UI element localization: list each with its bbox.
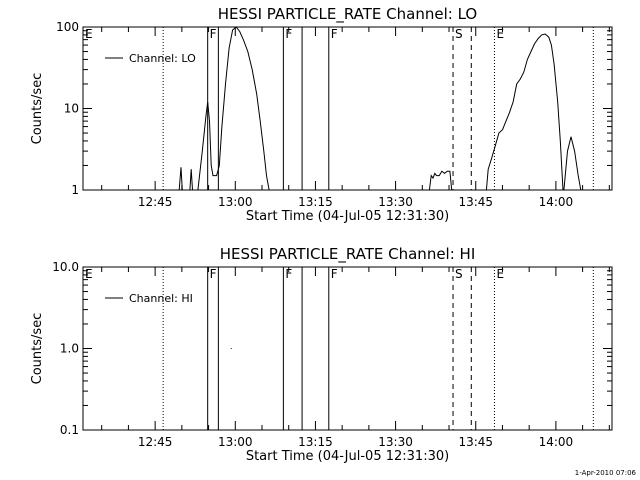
x-axis-label: Start Time (04-Jul-05 12:31:30) [246,209,449,224]
x-tick-label: 13:30 [378,435,413,449]
marker-label: F [210,267,217,281]
plot-timestamp: 1-Apr-2010 07:06 [575,469,637,477]
chart-title: HESSI PARTICLE_RATE Channel: LO [218,5,477,24]
marker-label: F [210,27,217,41]
x-tick-label: 14:00 [539,435,574,449]
x-tick-label: 13:30 [378,195,413,209]
marker-label: S [455,27,463,41]
x-tick-label: 13:15 [298,195,333,209]
x-tick-label: 14:00 [539,195,574,209]
y-tick-label: 1.0 [60,342,79,356]
x-tick-label: 13:45 [458,435,493,449]
x-tick-label: 12:45 [138,195,173,209]
x-tick-label: 12:45 [138,435,173,449]
y-tick-label: 10 [64,102,79,116]
marker-label: E [496,27,504,41]
marker-label: F [285,27,292,41]
chart-panel-1: HESSI PARTICLE_RATE Channel: LO 1 10 100 12:… [30,5,613,224]
y-tick-label: 10.0 [52,260,79,274]
y-axis-label: Counts/sec [30,313,45,385]
marker-label: E [85,27,93,41]
y-axis-label: Counts/sec [30,73,45,145]
y-tick-label: 1 [71,183,79,197]
x-tick-label: 13:00 [218,195,253,209]
marker-label: F [285,267,292,281]
marker-label: F [331,267,338,281]
marker-label: F [331,27,338,41]
y-tick-label: 100 [56,20,79,34]
marker-label: E [85,267,93,281]
series-line [178,26,582,191]
x-axis-label: Start Time (04-Jul-05 12:31:30) [246,449,449,464]
x-tick-label: 13:45 [458,195,493,209]
x-tick-label: 13:00 [218,435,253,449]
chart-title: HESSI PARTICLE_RATE Channel: HI [220,245,476,264]
chart-panel-2: HESSI PARTICLE_RATE Channel: HI 0.1 1.0 10.… [30,245,613,464]
marker-label: E [496,267,504,281]
legend-label: Channel: LO [129,52,196,65]
legend-label: Channel: HI [129,292,193,305]
y-tick-label: 0.1 [60,423,79,437]
x-tick-label: 13:15 [298,435,333,449]
marker-label: S [455,267,463,281]
